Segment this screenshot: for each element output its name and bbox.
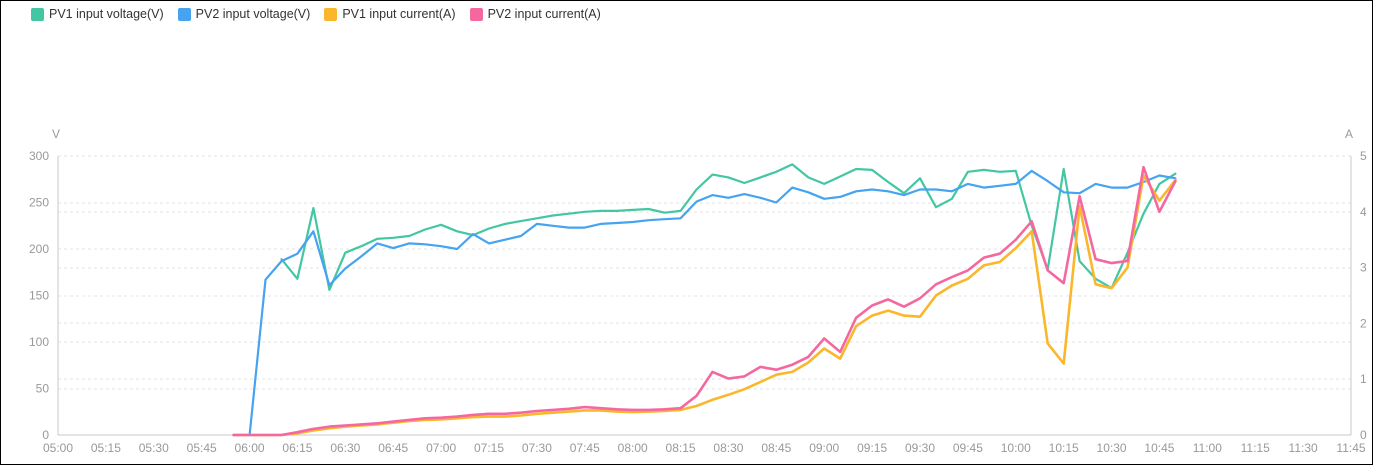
axis-labels: 0 50 100 150 200 250 300 0 1 2 3 4 5 05:00 05:15 05:30 0… (29, 149, 1367, 455)
right-axis-tick-label: 0 (1360, 428, 1367, 442)
x-axis-tick-label: 08:30 (713, 441, 743, 455)
x-axis-tick-label: 08:15 (666, 441, 696, 455)
left-axis-tick-label: 0 (42, 428, 49, 442)
x-axis-tick-label: 09:15 (857, 441, 887, 455)
left-axis-tick-label: 300 (29, 149, 49, 163)
x-axis-tick-label: 10:00 (1001, 441, 1031, 455)
right-axis-tick-label: 1 (1360, 372, 1367, 386)
line-pv2-input-voltage-v[interactable] (232, 169, 1177, 437)
x-axis-tick-label: 09:30 (905, 441, 935, 455)
right-axis-unit: A (1345, 127, 1353, 141)
legend-label: PV1 input current(A) (342, 7, 456, 21)
legend-item-pv1-input-current-a[interactable]: PV1 input current(A) (324, 7, 456, 21)
x-axis-tick-label: 07:45 (570, 441, 600, 455)
x-axis-tick-label: 11:00 (1193, 441, 1222, 455)
x-axis-tick-label: 08:45 (761, 441, 791, 455)
right-axis-tick-label: 2 (1360, 316, 1367, 330)
line-pv1-input-current-a[interactable] (232, 174, 1177, 437)
left-axis-tick-label: 250 (29, 196, 49, 210)
right-axis-tick-label: 5 (1360, 149, 1367, 163)
right-axis-tick-label: 4 (1360, 205, 1367, 219)
left-axis-tick-label: 50 (36, 382, 50, 396)
legend-item-pv2-input-current-a[interactable]: PV2 input current(A) (469, 7, 601, 21)
x-axis-tick-label: 10:15 (1049, 441, 1079, 455)
legend-label: PV2 input voltage(V) (195, 7, 311, 21)
x-axis-tick-label: 06:30 (330, 441, 360, 455)
left-axis-tick-label: 200 (29, 242, 49, 256)
x-axis-tick-label: 10:45 (1144, 441, 1174, 455)
x-axis-tick-label: 11:30 (1289, 441, 1318, 455)
x-axis-tick-label: 07:30 (522, 441, 552, 455)
line-pv2-input-current-a[interactable] (232, 165, 1177, 437)
x-axis-tick-label: 09:00 (809, 441, 839, 455)
x-axis-tick-label: 08:00 (618, 441, 648, 455)
legend: PV1 input voltage(V) PV2 input voltage(V)… (31, 7, 601, 21)
legend-label: PV2 input current(A) (487, 7, 601, 21)
legend-label: PV1 input voltage(V) (49, 7, 164, 21)
x-axis-tick-label: 06:00 (235, 441, 265, 455)
legend-swatch-icon (324, 7, 338, 21)
x-axis-tick-label: 05:00 (43, 441, 73, 455)
x-axis-tick-label: 11:15 (1241, 441, 1270, 455)
x-axis-tick-label: 11:45 (1336, 441, 1365, 455)
left-axis-tick-label: 150 (29, 289, 49, 303)
x-axis-tick-label: 05:30 (139, 441, 169, 455)
legend-swatch-icon (31, 7, 44, 21)
x-axis-tick-label: 05:15 (91, 441, 121, 455)
x-axis-tick-label: 05:45 (187, 441, 217, 455)
left-axis-tick-label: 100 (29, 335, 49, 349)
series-lines (232, 163, 1177, 437)
legend-item-pv1-input-voltage-v[interactable]: PV1 input voltage(V) (31, 7, 164, 21)
legend-swatch-icon (177, 7, 191, 21)
x-axis-tick-label: 06:45 (378, 441, 408, 455)
x-axis-tick-label: 07:00 (426, 441, 456, 455)
right-axis-tick-label: 3 (1360, 261, 1367, 275)
legend-item-pv2-input-voltage-v[interactable]: PV2 input voltage(V) (177, 7, 311, 21)
x-axis-tick-label: 06:15 (282, 441, 312, 455)
line-pv1-input-voltage-v[interactable] (280, 163, 1177, 291)
left-axis-unit: V (52, 127, 60, 141)
x-axis-tick-label: 09:45 (953, 441, 983, 455)
gridlines (58, 155, 1351, 390)
x-axis-tick-label: 10:30 (1097, 441, 1127, 455)
x-axis-tick-label: 07:15 (474, 441, 504, 455)
legend-swatch-icon (469, 7, 483, 21)
